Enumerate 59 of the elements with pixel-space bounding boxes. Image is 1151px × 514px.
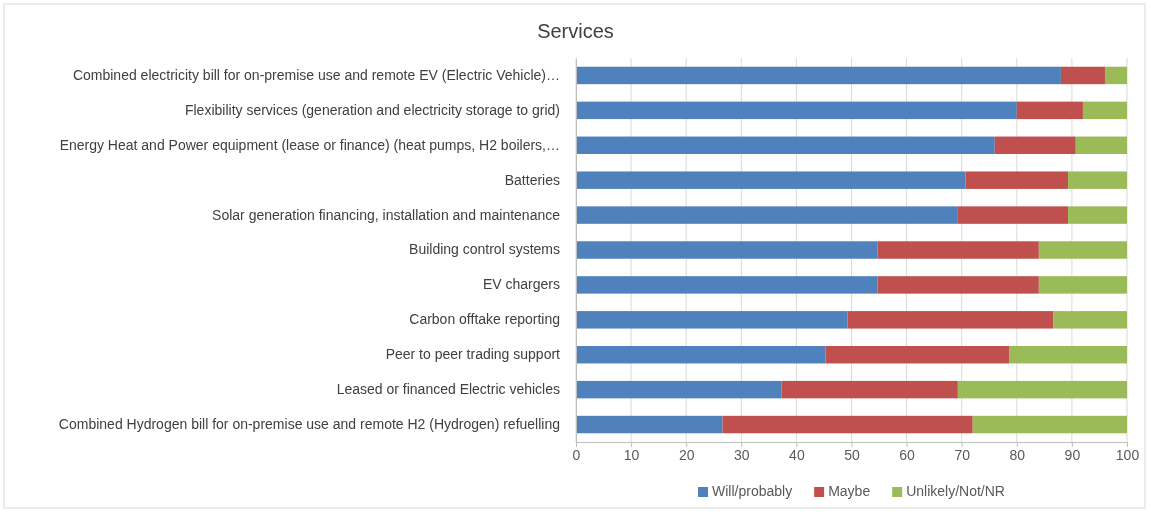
- x-tick-label: 60: [899, 446, 916, 463]
- y-tick-label: EV chargers: [482, 276, 560, 293]
- bar: [781, 380, 958, 399]
- bar: [957, 206, 1069, 224]
- bar: [1082, 101, 1127, 120]
- y-tick-label: Batteries: [504, 171, 560, 188]
- bar: [825, 346, 1010, 364]
- y-tick-label: Combined Hydrogen bill for on-premise use and remote H2 (Hydrogen) refuelling: [58, 416, 560, 433]
- bar: [1060, 66, 1105, 85]
- bar: [1068, 171, 1127, 189]
- bar: [576, 136, 995, 154]
- bar: [972, 415, 1127, 434]
- bar: [1053, 311, 1127, 329]
- legend-label: Will/probably: [712, 483, 793, 499]
- x-tick-label: 40: [789, 446, 805, 463]
- y-tick-label: Leased or financed Electric vehicles: [336, 381, 560, 398]
- x-tick-label: 100: [1115, 446, 1140, 463]
- bar: [576, 66, 1061, 85]
- x-tick-label: 80: [1009, 446, 1026, 463]
- x-tick-label: 0: [572, 446, 581, 463]
- bar: [1016, 101, 1083, 120]
- y-tick-label: Carbon offtake reporting: [409, 311, 560, 328]
- bar: [576, 346, 826, 364]
- bar: [1038, 276, 1127, 294]
- legend-label: Unlikely/Not/NR: [906, 483, 1005, 499]
- legend-label: Maybe: [828, 483, 871, 499]
- y-tick-label: Solar generation financing, installation and maintenance: [212, 206, 561, 223]
- bar: [1104, 66, 1127, 85]
- bar: [576, 206, 958, 224]
- bar: [576, 276, 878, 294]
- x-tick-label: 20: [678, 446, 695, 463]
- x-tick-label: 90: [1064, 446, 1081, 463]
- bar: [576, 101, 1017, 120]
- x-tick-label: 10: [623, 446, 640, 463]
- bar: [1075, 136, 1127, 154]
- y-tick-label: Energy Heat and Power equipment (lease or finance) (heat pumps, H2 boilers,…: [59, 136, 560, 153]
- bar: [877, 276, 1039, 294]
- x-tick-label: 70: [954, 446, 971, 463]
- chart-title: Services: [537, 20, 614, 42]
- y-tick-label: Building control systems: [409, 241, 560, 258]
- x-tick-label: 30: [734, 446, 750, 463]
- bar: [1038, 241, 1127, 259]
- y-tick-label: Combined electricity bill for on-premise use and remote EV (Electric Vehicle)…: [72, 66, 560, 83]
- bar: [877, 241, 1039, 259]
- bar: [576, 241, 878, 259]
- bar: [1009, 346, 1127, 364]
- y-tick-label: Flexibility services (generation and electricity storage to grid): [184, 101, 560, 118]
- x-tick-label: 50: [844, 446, 860, 463]
- bar: [965, 171, 1069, 189]
- bar: [847, 311, 1054, 329]
- bar: [576, 171, 966, 189]
- bar: [576, 380, 782, 399]
- bar: [576, 415, 723, 434]
- bar: [957, 380, 1127, 399]
- bar: [576, 311, 848, 329]
- bar: [994, 136, 1076, 154]
- y-tick-label: Peer to peer trading support: [385, 346, 561, 363]
- bar: [1068, 206, 1127, 224]
- bar: [722, 415, 973, 434]
